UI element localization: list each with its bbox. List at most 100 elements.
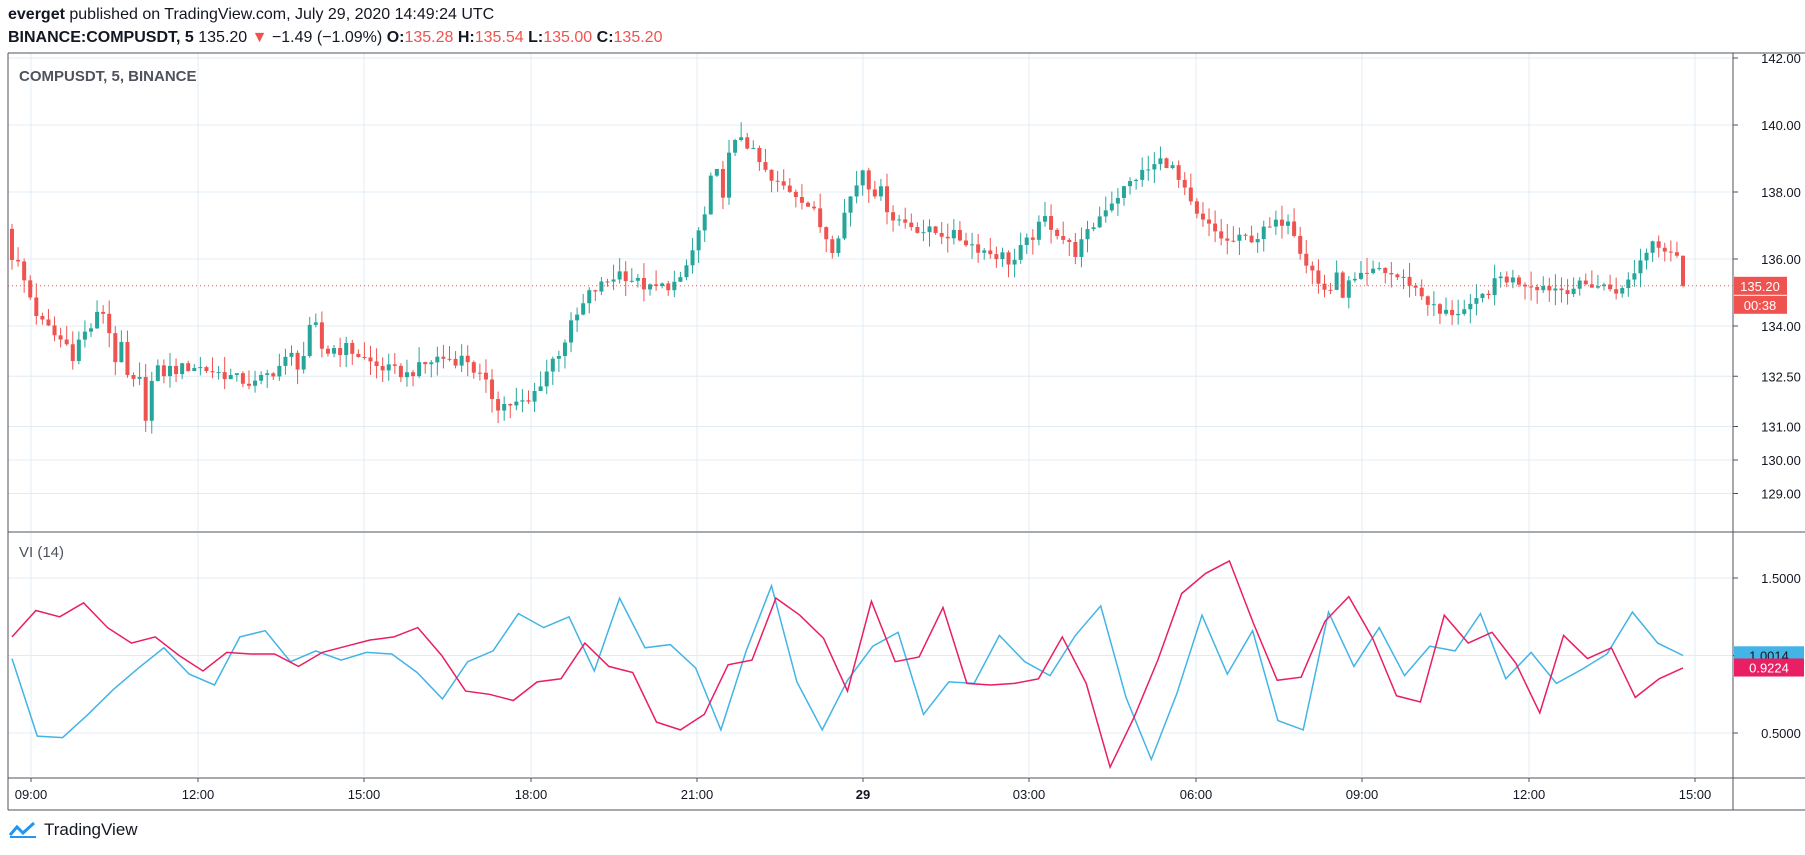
candle-body: [769, 169, 774, 181]
candle-body: [1583, 280, 1588, 285]
candle-body: [1061, 236, 1066, 240]
candle-body: [781, 181, 786, 186]
countdown-badge-label: 00:38: [1744, 298, 1777, 313]
candle-body: [1249, 235, 1254, 243]
candle-body: [1055, 229, 1060, 237]
price-pane-bg[interactable]: [8, 53, 1733, 531]
published-text: published on TradingView.com, July 29, 2…: [69, 6, 495, 23]
candle-body: [374, 361, 379, 367]
candle-body: [1286, 221, 1291, 226]
candle-body: [1194, 201, 1199, 214]
close-label: C:: [596, 29, 614, 46]
candle-body: [1492, 278, 1497, 296]
candle-body: [52, 325, 57, 336]
candle-body: [149, 380, 154, 421]
vi-minus-badge: [1734, 658, 1804, 677]
tradingview-logo-icon: [8, 821, 36, 838]
candle-body: [1614, 289, 1619, 294]
candle-body: [860, 170, 865, 186]
candle-body: [58, 335, 63, 340]
candle-body: [429, 362, 434, 365]
candle-body: [617, 271, 622, 280]
candle-body: [1243, 234, 1248, 236]
candle-body: [751, 147, 756, 149]
high-value: 135.54: [474, 29, 524, 46]
candle-body: [1036, 221, 1041, 240]
candle-body: [198, 367, 203, 369]
candle-body: [477, 372, 482, 374]
candle-body: [1128, 181, 1133, 187]
candle-body: [490, 379, 495, 400]
candle-body: [672, 281, 677, 291]
candle-body: [1273, 219, 1278, 227]
candle-body: [806, 202, 811, 207]
last-price-badge: [1734, 276, 1787, 295]
candle-body: [1444, 309, 1449, 314]
chart-canvas[interactable]: 129.00 130.00 131.00 132.50 134.00 136.00 138.…: [0, 0, 1805, 812]
candle-body: [1024, 237, 1029, 246]
candle-body: [368, 357, 373, 362]
candle-body: [544, 371, 549, 387]
candle-body: [1656, 241, 1661, 248]
candle-body: [313, 322, 318, 325]
candle-body: [1346, 280, 1351, 298]
candle-body: [1188, 187, 1193, 202]
candle-body: [1067, 239, 1072, 243]
price-axis-label: 140.00: [1761, 118, 1801, 133]
candle-body: [253, 380, 258, 386]
price-change: −1.49 (−1.09%): [271, 29, 383, 46]
candle-body: [1152, 164, 1157, 170]
candle-body: [514, 401, 519, 406]
candle-body: [16, 259, 21, 262]
candle-body: [1595, 286, 1600, 288]
candle-body: [933, 226, 938, 233]
time-axis-label: 15:00: [348, 787, 381, 802]
vi-pane-bg[interactable]: [8, 533, 1733, 776]
candle-body: [994, 254, 999, 260]
candle-body: [945, 236, 950, 239]
candle-body: [1261, 226, 1266, 240]
candle-body: [508, 403, 513, 406]
candle-body: [1565, 290, 1570, 294]
candle-body: [174, 365, 179, 375]
candle-body: [1535, 286, 1540, 291]
candle-body: [660, 283, 665, 287]
time-axis-label: 12:00: [182, 787, 215, 802]
candle-body: [1644, 252, 1649, 261]
candle-body: [696, 230, 701, 251]
candle-body: [1322, 283, 1327, 290]
candle-body: [125, 342, 130, 376]
candle-body: [1170, 165, 1175, 169]
candle-body: [1079, 239, 1084, 257]
vi-minus-badge-label: 0.9224: [1749, 661, 1789, 676]
time-axis-label: 15:00: [1679, 787, 1712, 802]
candle-body: [34, 297, 39, 317]
candle-body: [599, 281, 604, 292]
price-axis-label: 129.00: [1761, 487, 1801, 502]
candle-body: [332, 348, 337, 354]
candle-body: [1456, 313, 1461, 316]
footer-logo[interactable]: TradingView: [8, 820, 138, 840]
candle-body: [605, 281, 610, 283]
time-axis-label: 09:00: [1346, 787, 1379, 802]
candle-body: [1431, 304, 1436, 306]
candle-body: [556, 356, 561, 359]
candle-body: [167, 365, 172, 377]
candle-body: [1352, 278, 1357, 281]
candle-body: [435, 356, 440, 363]
candle-body: [1006, 252, 1011, 265]
candle-body: [1681, 255, 1685, 286]
candle-body: [1498, 276, 1503, 279]
author-name[interactable]: everget: [8, 6, 65, 23]
time-axis-label: 06:00: [1180, 787, 1213, 802]
candle-body: [88, 328, 93, 332]
candle-body: [423, 362, 428, 365]
candle-body: [775, 180, 780, 182]
candle-body: [265, 373, 270, 375]
candle-body: [1298, 235, 1303, 254]
candle-body: [854, 185, 859, 197]
candle-body: [1589, 284, 1594, 288]
candle-body: [848, 196, 853, 213]
time-axis-label: 09:00: [15, 787, 48, 802]
candle-body: [909, 222, 914, 228]
